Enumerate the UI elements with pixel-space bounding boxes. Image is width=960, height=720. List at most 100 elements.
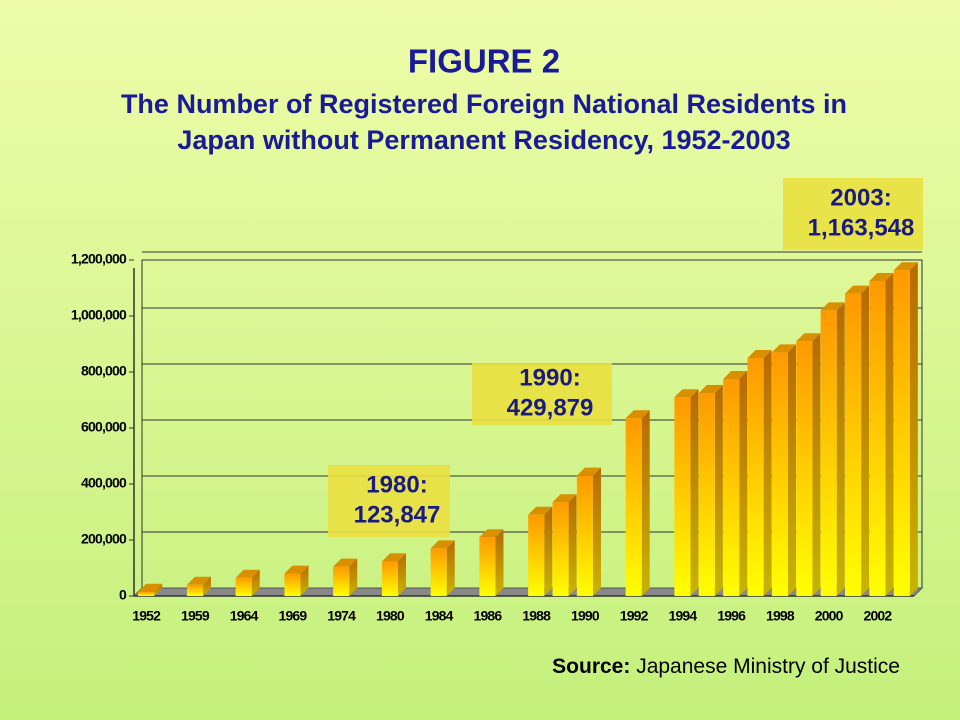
annotation-text: 429,879 [507, 394, 594, 421]
bar-side [592, 467, 601, 596]
bar-top [284, 565, 309, 574]
annotation-box [472, 363, 612, 425]
bar-front [552, 502, 569, 596]
x-tick-label: 2000 [815, 608, 844, 624]
bar-top [869, 273, 894, 281]
bar-side [568, 494, 577, 596]
bar [528, 506, 553, 596]
x-tick-label: 1986 [473, 608, 502, 624]
x-tick-label: 2002 [863, 608, 892, 624]
y-tick-label: 400,000 [81, 475, 127, 491]
bar-side [544, 506, 553, 596]
x-tick-label: 1988 [522, 608, 551, 624]
bar-front [820, 310, 837, 596]
bar-side [714, 385, 723, 596]
x-tick-label: 1969 [278, 608, 307, 624]
bar [186, 576, 211, 596]
bar-side [495, 529, 504, 596]
x-tick-label: 1980 [376, 608, 405, 624]
annotation-text: 123,847 [354, 501, 441, 528]
bar [333, 558, 358, 596]
bar [869, 273, 894, 596]
bar [552, 494, 577, 596]
bar-top [235, 569, 260, 578]
bar [845, 285, 870, 596]
chart-subtitle: Japan without Permanent Residency, 1952-… [177, 125, 790, 155]
bar-front [674, 397, 691, 596]
bar-side [739, 371, 748, 596]
bar [893, 262, 918, 596]
bar [381, 553, 406, 596]
bar-side [397, 553, 406, 596]
x-tick-label: 1992 [620, 608, 649, 624]
x-tick-label: 1952 [132, 608, 161, 624]
bar [284, 565, 309, 596]
bar-top [333, 558, 358, 567]
bar-top [479, 529, 504, 538]
bar [820, 302, 845, 596]
bar-side [885, 273, 894, 596]
bar-front [698, 393, 715, 596]
bar [674, 389, 699, 596]
source-label: Source: [552, 655, 630, 678]
bar [625, 410, 650, 596]
bar-front [747, 358, 764, 596]
bar-top [430, 540, 455, 549]
bar-top [186, 576, 211, 585]
bar-side [154, 583, 163, 596]
bar-front [625, 418, 642, 596]
bar-side [909, 262, 918, 596]
bar-side [349, 558, 358, 596]
bar-top [625, 410, 650, 419]
bar-side [202, 576, 211, 596]
y-tick-label: 1,200,000 [71, 251, 127, 267]
annotation-text: 1980: [366, 471, 427, 498]
bar-front [235, 577, 252, 596]
bar-top [747, 350, 772, 358]
bar-side [251, 569, 260, 596]
bar-front [796, 341, 813, 596]
bar-side [763, 350, 772, 596]
bar-front [479, 537, 496, 596]
bar-top [771, 344, 796, 353]
annotation-text: 1,163,548 [808, 214, 915, 241]
bar-side [836, 302, 845, 596]
bar-front [186, 584, 203, 596]
x-tick-label: 1990 [571, 608, 600, 624]
bar-front [138, 591, 155, 596]
bar-front [869, 281, 886, 596]
annotation-box [328, 465, 450, 537]
bar-front [381, 561, 398, 596]
x-tick-label: 1984 [425, 608, 454, 624]
bar-front [893, 270, 910, 596]
bar [138, 583, 163, 596]
bar-top [893, 262, 918, 271]
bar [698, 385, 723, 596]
bar-side [641, 410, 650, 596]
y-tick-label: 1,000,000 [71, 307, 127, 323]
bar-top [845, 285, 870, 294]
y-tick-label: 200,000 [81, 531, 127, 547]
bar [576, 467, 601, 596]
bar [479, 529, 504, 596]
bar-top [723, 371, 748, 379]
chart-subtitle: The Number of Registered Foreign Nationa… [121, 89, 847, 119]
bar [430, 540, 455, 596]
x-tick-label: 1994 [668, 608, 697, 624]
y-tick-label: 800,000 [81, 363, 127, 379]
bar-side [812, 333, 821, 596]
bar-top [576, 467, 601, 476]
bar-front [845, 293, 862, 596]
bar-front [430, 548, 447, 596]
bar-side [300, 565, 309, 596]
annotation-text: 1990: [519, 364, 580, 391]
bar [771, 344, 796, 596]
y-tick-label: 0 [119, 587, 127, 603]
bar-top [820, 302, 845, 311]
bar-front [771, 352, 788, 596]
bar-top [552, 494, 577, 503]
bar [796, 333, 821, 596]
bar-top [528, 506, 553, 515]
bar-side [690, 389, 699, 596]
